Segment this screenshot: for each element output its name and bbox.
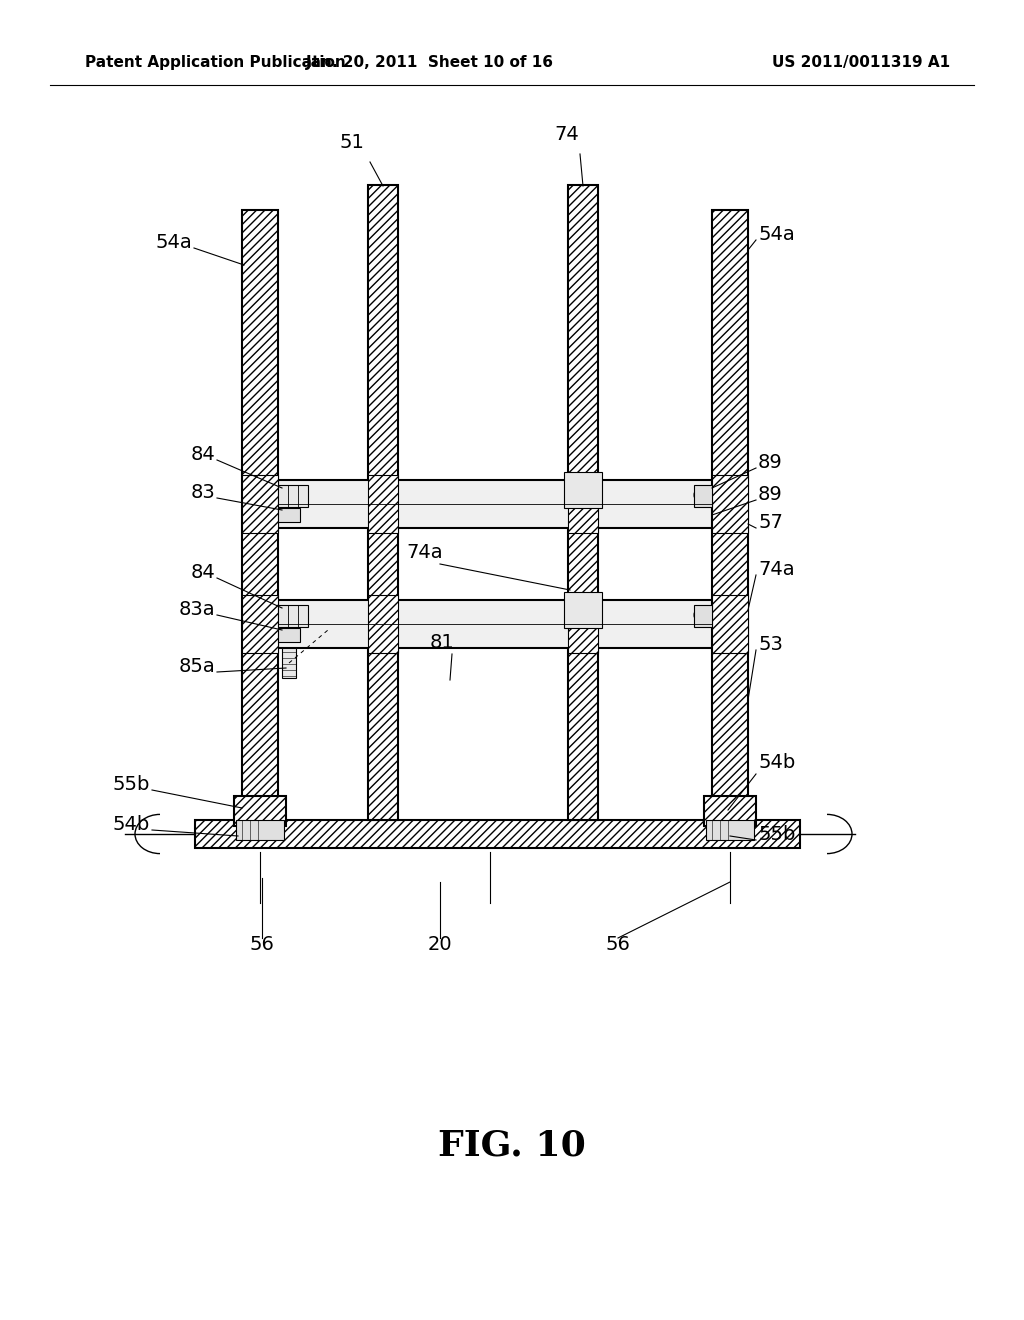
Bar xyxy=(568,475,598,533)
Text: 56: 56 xyxy=(250,935,274,954)
Text: 89: 89 xyxy=(758,484,782,504)
Text: 56: 56 xyxy=(605,935,631,954)
Bar xyxy=(712,475,748,533)
Bar xyxy=(694,484,712,507)
Text: 74a: 74a xyxy=(406,543,442,562)
Text: 55b: 55b xyxy=(113,775,150,795)
Bar xyxy=(568,595,598,653)
Bar xyxy=(242,210,278,820)
Text: 84: 84 xyxy=(190,445,215,465)
Text: 51: 51 xyxy=(340,133,365,152)
Text: 20: 20 xyxy=(428,935,453,954)
Bar xyxy=(278,605,308,627)
Text: 74: 74 xyxy=(555,125,580,144)
Text: 84: 84 xyxy=(190,564,215,582)
Bar xyxy=(278,484,308,507)
Text: 57: 57 xyxy=(758,513,783,532)
Text: 81: 81 xyxy=(430,634,455,652)
Bar xyxy=(712,210,748,820)
Bar xyxy=(278,508,300,521)
Bar xyxy=(568,185,598,820)
Bar xyxy=(694,605,712,627)
Bar xyxy=(278,601,712,648)
Text: Jan. 20, 2011  Sheet 10 of 16: Jan. 20, 2011 Sheet 10 of 16 xyxy=(306,54,554,70)
Bar xyxy=(236,820,284,840)
Text: 54b: 54b xyxy=(758,752,796,772)
Text: 83a: 83a xyxy=(178,601,215,619)
Text: 89: 89 xyxy=(758,453,782,473)
Text: 74a: 74a xyxy=(758,560,795,579)
Text: 54b: 54b xyxy=(113,814,150,834)
Bar xyxy=(242,595,278,653)
Text: US 2011/0011319 A1: US 2011/0011319 A1 xyxy=(772,54,950,70)
Text: FIG. 10: FIG. 10 xyxy=(438,1129,586,1162)
Text: Patent Application Publication: Patent Application Publication xyxy=(85,54,346,70)
Bar xyxy=(234,796,286,826)
Bar xyxy=(278,480,712,528)
Bar xyxy=(705,796,756,826)
Bar xyxy=(706,820,754,840)
Bar xyxy=(278,628,300,642)
Text: 85a: 85a xyxy=(178,657,215,676)
Text: 83: 83 xyxy=(190,483,215,502)
Text: 55b: 55b xyxy=(758,825,796,843)
Text: 54a: 54a xyxy=(156,234,193,252)
Bar xyxy=(368,595,398,653)
Bar xyxy=(282,648,296,678)
Bar xyxy=(242,475,278,533)
Text: 53: 53 xyxy=(758,635,783,653)
Bar xyxy=(368,185,398,820)
Bar xyxy=(712,595,748,653)
Bar xyxy=(564,473,602,508)
Bar xyxy=(564,591,602,628)
Text: 54a: 54a xyxy=(758,224,795,244)
Bar xyxy=(195,820,800,847)
Bar xyxy=(368,475,398,533)
